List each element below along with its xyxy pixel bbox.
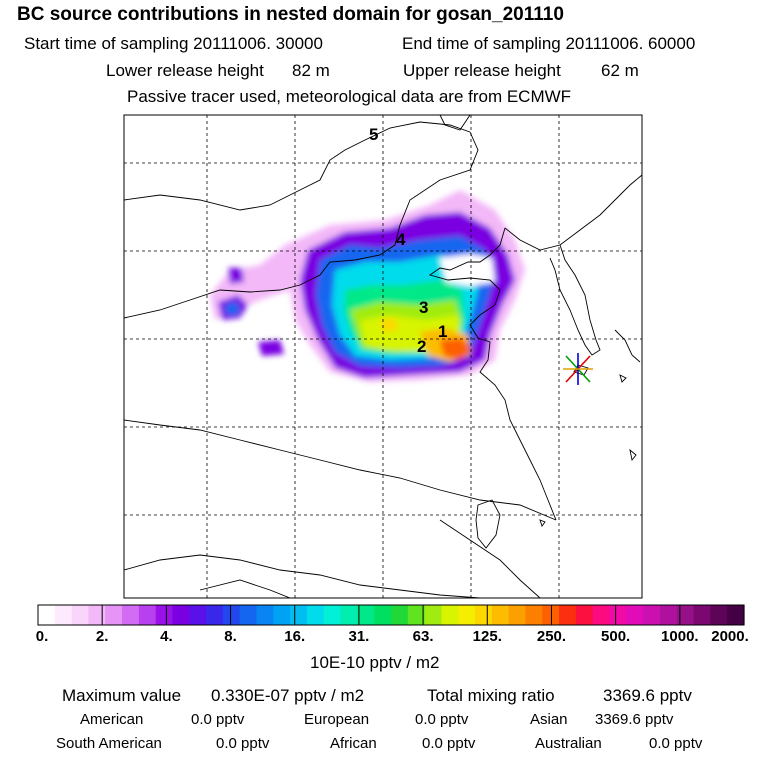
colorbar-cell [626,605,644,625]
upper-release-label: Upper release height [403,61,561,80]
source-label-4: 4 [396,230,406,249]
colorbar-cell [323,605,342,625]
colorbar-cell [357,605,375,625]
colorbar-cell [122,605,140,625]
region-asian-value: 3369.6 pptv [595,711,674,728]
region-european-value: 0.0 pptv [415,711,469,728]
colorbar-tick-label: 31. [348,628,370,645]
colorbar-cell [609,605,627,625]
colorbar-cell [138,605,157,625]
region-south-american-value: 0.0 pptv [216,735,270,752]
start-time: Start time of sampling 20111006. 30000 [24,34,323,53]
region-american-value: 0.0 pptv [191,711,245,728]
colorbar-cell [88,605,106,625]
lower-release-label: Lower release height [106,61,264,80]
colorbar-cell [155,605,174,625]
colorbar-cell [441,605,459,625]
colorbar-cell [727,605,745,625]
colorbar-tick-label: 4. [160,628,173,645]
colorbar-cell [525,605,543,625]
colorbar-cell [256,605,274,625]
lower-release-value: 82 m [292,61,330,80]
colorbar-cell [710,605,728,625]
region-african-value: 0.0 pptv [422,735,476,752]
colorbar-cell [575,605,594,625]
colorbar-cell [424,605,443,625]
colorbar-cell [643,605,661,625]
region-asian-name: Asian [530,711,568,728]
region-australian-value: 0.0 pptv [649,735,703,752]
colorbar-cell [189,605,207,625]
region-american-name: American [80,711,144,728]
colorbar-cell [273,605,291,625]
end-time: End time of sampling 20111006. 60000 [402,34,696,53]
receptor-marker-icon [563,353,593,385]
colorbar-cell [340,605,358,625]
colorbar-cell [559,605,577,625]
region-australian-name: Australian [535,735,602,752]
total-mixing-label: Total mixing ratio [427,686,555,705]
colorbar-units: 10E-10 pptv / m2 [310,653,440,672]
colorbar-tick-label: 1000. [661,628,699,645]
max-value: 0.330E-07 pptv / m2 [211,686,365,705]
colorbar-cell [38,605,56,625]
source-label-5: 5 [369,125,378,144]
colorbar-cell [659,605,678,625]
colorbar-tick-label: 2. [95,628,109,645]
colorbar-cell [290,605,308,625]
colorbar-cell [206,605,224,625]
colorbar-cell [676,605,695,625]
colorbar-cell [105,605,123,625]
colorbar-cell [222,605,241,625]
colorbar-tick-label: 2000. [711,628,749,645]
region-african-name: African [330,735,377,752]
region-european-name: European [304,711,370,728]
source-label-3: 3 [419,298,428,317]
colorbar-tick-label: 500. [601,628,631,645]
colorbar-cell [239,605,258,625]
colorbar-cell [592,605,611,625]
total-mixing-value: 3369.6 pptv [603,686,692,705]
upper-release-value: 62 m [601,61,639,80]
colorbar-cell [407,605,426,625]
colorbar-tick-label: 8. [224,628,237,645]
colorbar-cell [391,605,409,625]
colorbar-cell [306,605,325,625]
colorbar-tick-label: 250. [536,628,567,645]
colorbar-tick-label: 0. [35,628,49,645]
source-label-1: 1 [438,322,447,341]
colorbar-tick-label: 125. [472,628,502,645]
max-value-label: Maximum value [62,686,182,705]
page-title: BC source contributions in nested domain… [17,4,564,25]
colorbar-cell [475,605,493,625]
colorbar-cell [374,605,392,625]
source-label-2: 2 [417,337,426,356]
colorbar-cell [458,605,476,625]
map-frame [123,114,643,599]
colorbar-cell [71,605,90,625]
colorbar-cell [491,605,510,625]
plume-field [210,190,525,382]
grid-lines [124,115,642,598]
colorbar-cell [172,605,190,625]
tracer-note: Passive tracer used, meteorological data… [127,87,572,106]
colorbar-cell [54,605,73,625]
colorbar-tick-label: 16. [284,628,306,645]
colorbar-cell [693,605,711,625]
colorbar-cell [508,605,527,625]
colorbar-tick-label: 63. [412,628,434,645]
region-south-american-name: South American [56,735,162,752]
